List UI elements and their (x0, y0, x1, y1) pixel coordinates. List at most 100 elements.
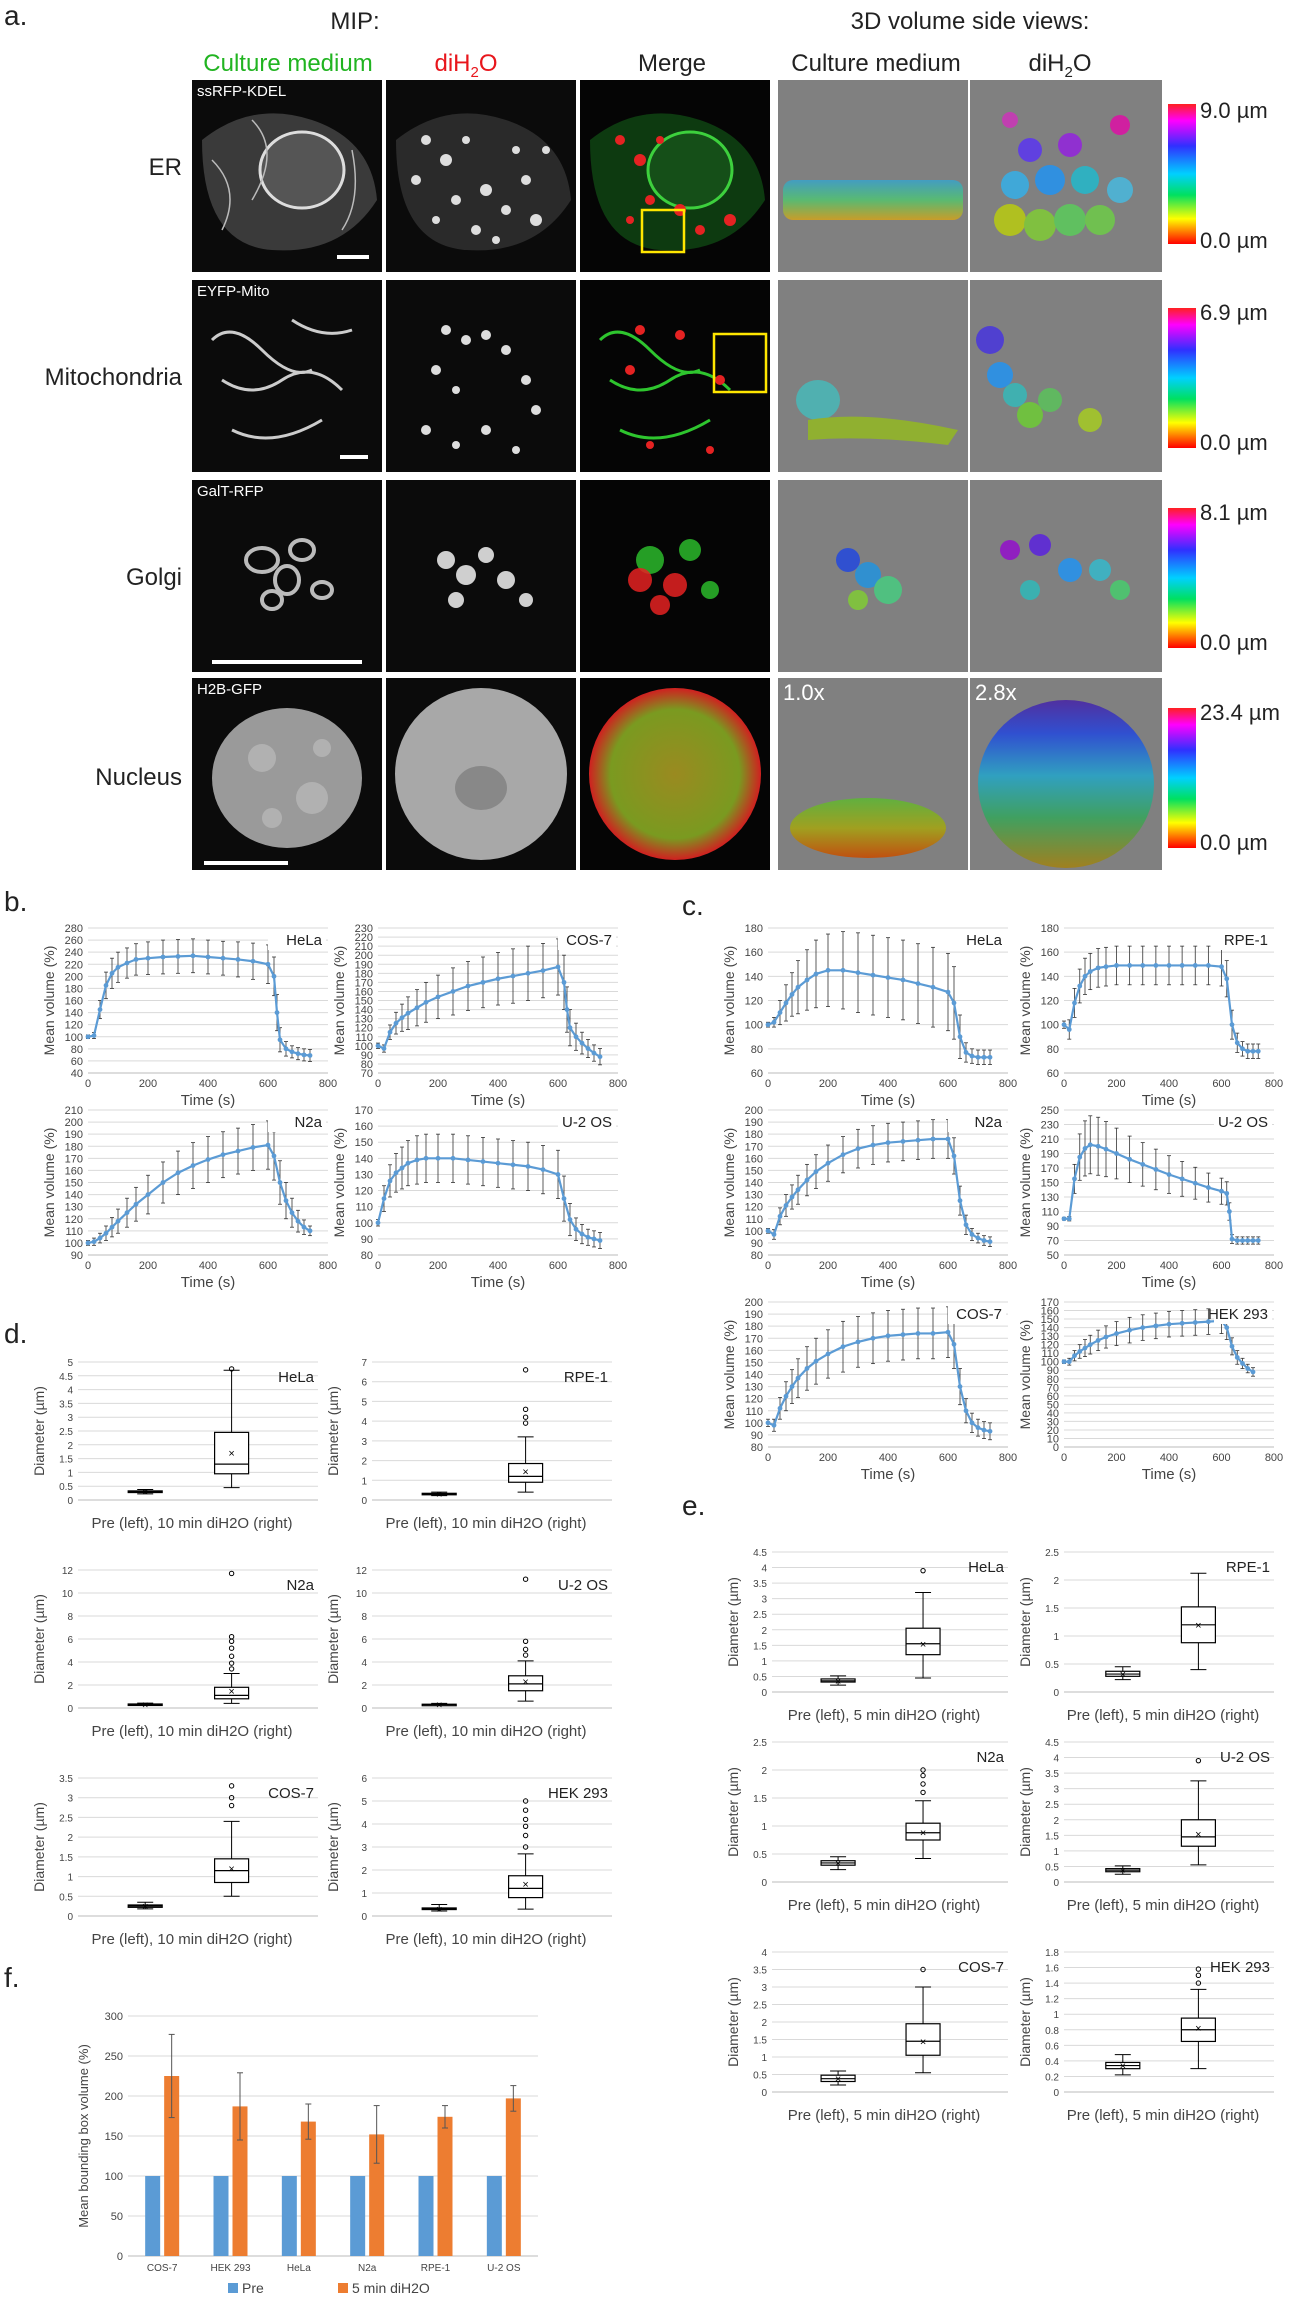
y-tick-label: 150 (65, 1178, 83, 1190)
data-point (307, 1053, 313, 1058)
y-tick-label: 160 (355, 986, 373, 998)
y-tick-label: 2.5 (753, 2001, 767, 2012)
y-axis-label: Diameter (µm) (31, 1802, 47, 1892)
y-tick-label: 80 (751, 1250, 763, 1262)
y-tick-label: 160 (1041, 947, 1059, 959)
data-point (301, 1224, 307, 1230)
cell-line-label: HEK 293 (1210, 1959, 1270, 1976)
cell-label-bg (1214, 1304, 1272, 1324)
x-tick-label: 600 (1212, 1078, 1230, 1090)
legend-label: Pre (242, 2280, 264, 2296)
y-tick-label: 200 (745, 1105, 763, 1117)
row-label-mito: Mitochondria (44, 364, 182, 391)
y-tick-label: 110 (1041, 1207, 1059, 1219)
y-tick-label: 150 (355, 1137, 373, 1149)
y-tick-label: 170 (745, 1141, 763, 1153)
data-point (1153, 1167, 1159, 1172)
mito-side-culture-image (778, 280, 968, 472)
mean-marker: × (142, 1487, 148, 1499)
mito-diH2O-micrograph (386, 280, 576, 472)
y-tick-label: 210 (1041, 1134, 1059, 1146)
nucleus-merge-image (580, 678, 770, 870)
y-axis-label: Diameter (µm) (1017, 1577, 1033, 1667)
y-tick-label: 140 (65, 1008, 83, 1020)
data-point (1166, 1321, 1172, 1327)
outlier-point (228, 1795, 235, 1801)
y-tick-label: 90 (71, 1250, 83, 1262)
mean-marker: × (522, 1677, 528, 1689)
data-point (414, 1157, 420, 1163)
y-tick-label: 1.5 (1045, 1831, 1059, 1842)
data-point (1066, 1027, 1072, 1032)
y-tick-label: 140 (65, 1190, 83, 1202)
col-header-side-culture: Culture medium (791, 50, 961, 77)
y-tick-label: 4 (361, 1658, 367, 1669)
x-axis-label: Pre (left), 10 min diH2O (right) (386, 1515, 587, 1532)
cell-line-label: HEK 293 (1208, 1306, 1268, 1323)
y-tick-label: 180 (355, 968, 373, 980)
x-tick-label: HeLa (287, 2263, 311, 2274)
data-point (1066, 1216, 1072, 1222)
chart-e-17: 0 0.5 1 1.5 2 2.5 Diameter (µm) Pre (left), 5 m… (1017, 1548, 1274, 1724)
x-tick-label: 800 (1265, 1260, 1283, 1272)
y-axis-label: Mean volume (%) (41, 946, 57, 1056)
y-tick-label: 70 (1047, 1236, 1059, 1248)
y-tick-label: 190 (1041, 1149, 1059, 1161)
y-tick-label: 120 (355, 1023, 373, 1035)
data-point (951, 1000, 957, 1006)
y-tick-label: 120 (65, 1214, 83, 1226)
y-tick-label: 80 (361, 1059, 373, 1071)
y-tick-label: 6 (361, 1378, 367, 1389)
mean-marker: × (1195, 2023, 1201, 2035)
data-point (777, 1405, 783, 1411)
chart-e-19: 0 0.5 1 1.5 2 2.5 3 3.5 4 4.5 Diameter (µm) Pre (le… (1017, 1738, 1274, 1914)
er-side-diH2O-image (970, 80, 1162, 272)
data-point (1077, 1154, 1083, 1160)
outlier-point (228, 1783, 235, 1789)
y-tick-label: 180 (745, 1129, 763, 1141)
cell-line-label: COS-7 (268, 1785, 314, 1802)
y-tick-label: 90 (751, 1430, 763, 1442)
y-tick-label: 0.8 (1045, 2026, 1059, 2037)
cell-line-label: RPE-1 (1226, 1559, 1270, 1576)
y-tick-label: 160 (65, 996, 83, 1008)
y-tick-label: 260 (65, 935, 83, 947)
data-point (1087, 1142, 1093, 1148)
data-point (190, 1163, 196, 1168)
y-tick-label: 70 (1047, 1382, 1059, 1394)
y-tick-label: 2 (361, 1681, 367, 1692)
x-tick-label: 800 (609, 1078, 627, 1090)
data-point (1103, 964, 1109, 970)
zoom-factor-left: 1.0x (783, 680, 825, 705)
data-point (1127, 1327, 1133, 1333)
y-tick-label: 1 (1053, 2010, 1059, 2021)
y-tick-label: 170 (65, 1153, 83, 1165)
bar-pre (486, 2176, 502, 2256)
y-tick-label: 140 (1041, 1323, 1059, 1335)
y-tick-label: 220 (65, 959, 83, 971)
data-point (813, 1358, 819, 1364)
data-point (1153, 1323, 1159, 1329)
x-tick-label: 0 (375, 1078, 381, 1090)
x-axis-label: Time (s) (181, 1092, 235, 1109)
y-tick-label: 80 (361, 1250, 373, 1262)
outlier-point (522, 1406, 529, 1413)
y-tick-label: 120 (745, 1202, 763, 1214)
data-point (1205, 963, 1211, 968)
er-merge-micrograph (580, 80, 770, 272)
y-tick-label: 190 (355, 959, 373, 971)
y-tick-label: 6 (361, 1774, 367, 1785)
chart-b-3: 80 90 100 110 120 130 140 150 160 170 Mean volume … (331, 1105, 627, 1291)
cell-label-bg (948, 1304, 1006, 1324)
er-culture-micrograph (192, 80, 382, 272)
col-header-culture: Culture medium (203, 50, 373, 77)
data-point (1229, 1236, 1235, 1242)
x-tick-label: 800 (1265, 1078, 1283, 1090)
series-line (767, 1331, 991, 1433)
y-tick-label: 2.5 (1045, 1548, 1059, 1559)
x-axis-label: Pre (left), 5 min diH2O (right) (1067, 2107, 1260, 2124)
y-tick-label: 8 (361, 1612, 367, 1623)
data-point (957, 1384, 963, 1389)
data-point (969, 1232, 975, 1237)
data-point (930, 984, 936, 990)
